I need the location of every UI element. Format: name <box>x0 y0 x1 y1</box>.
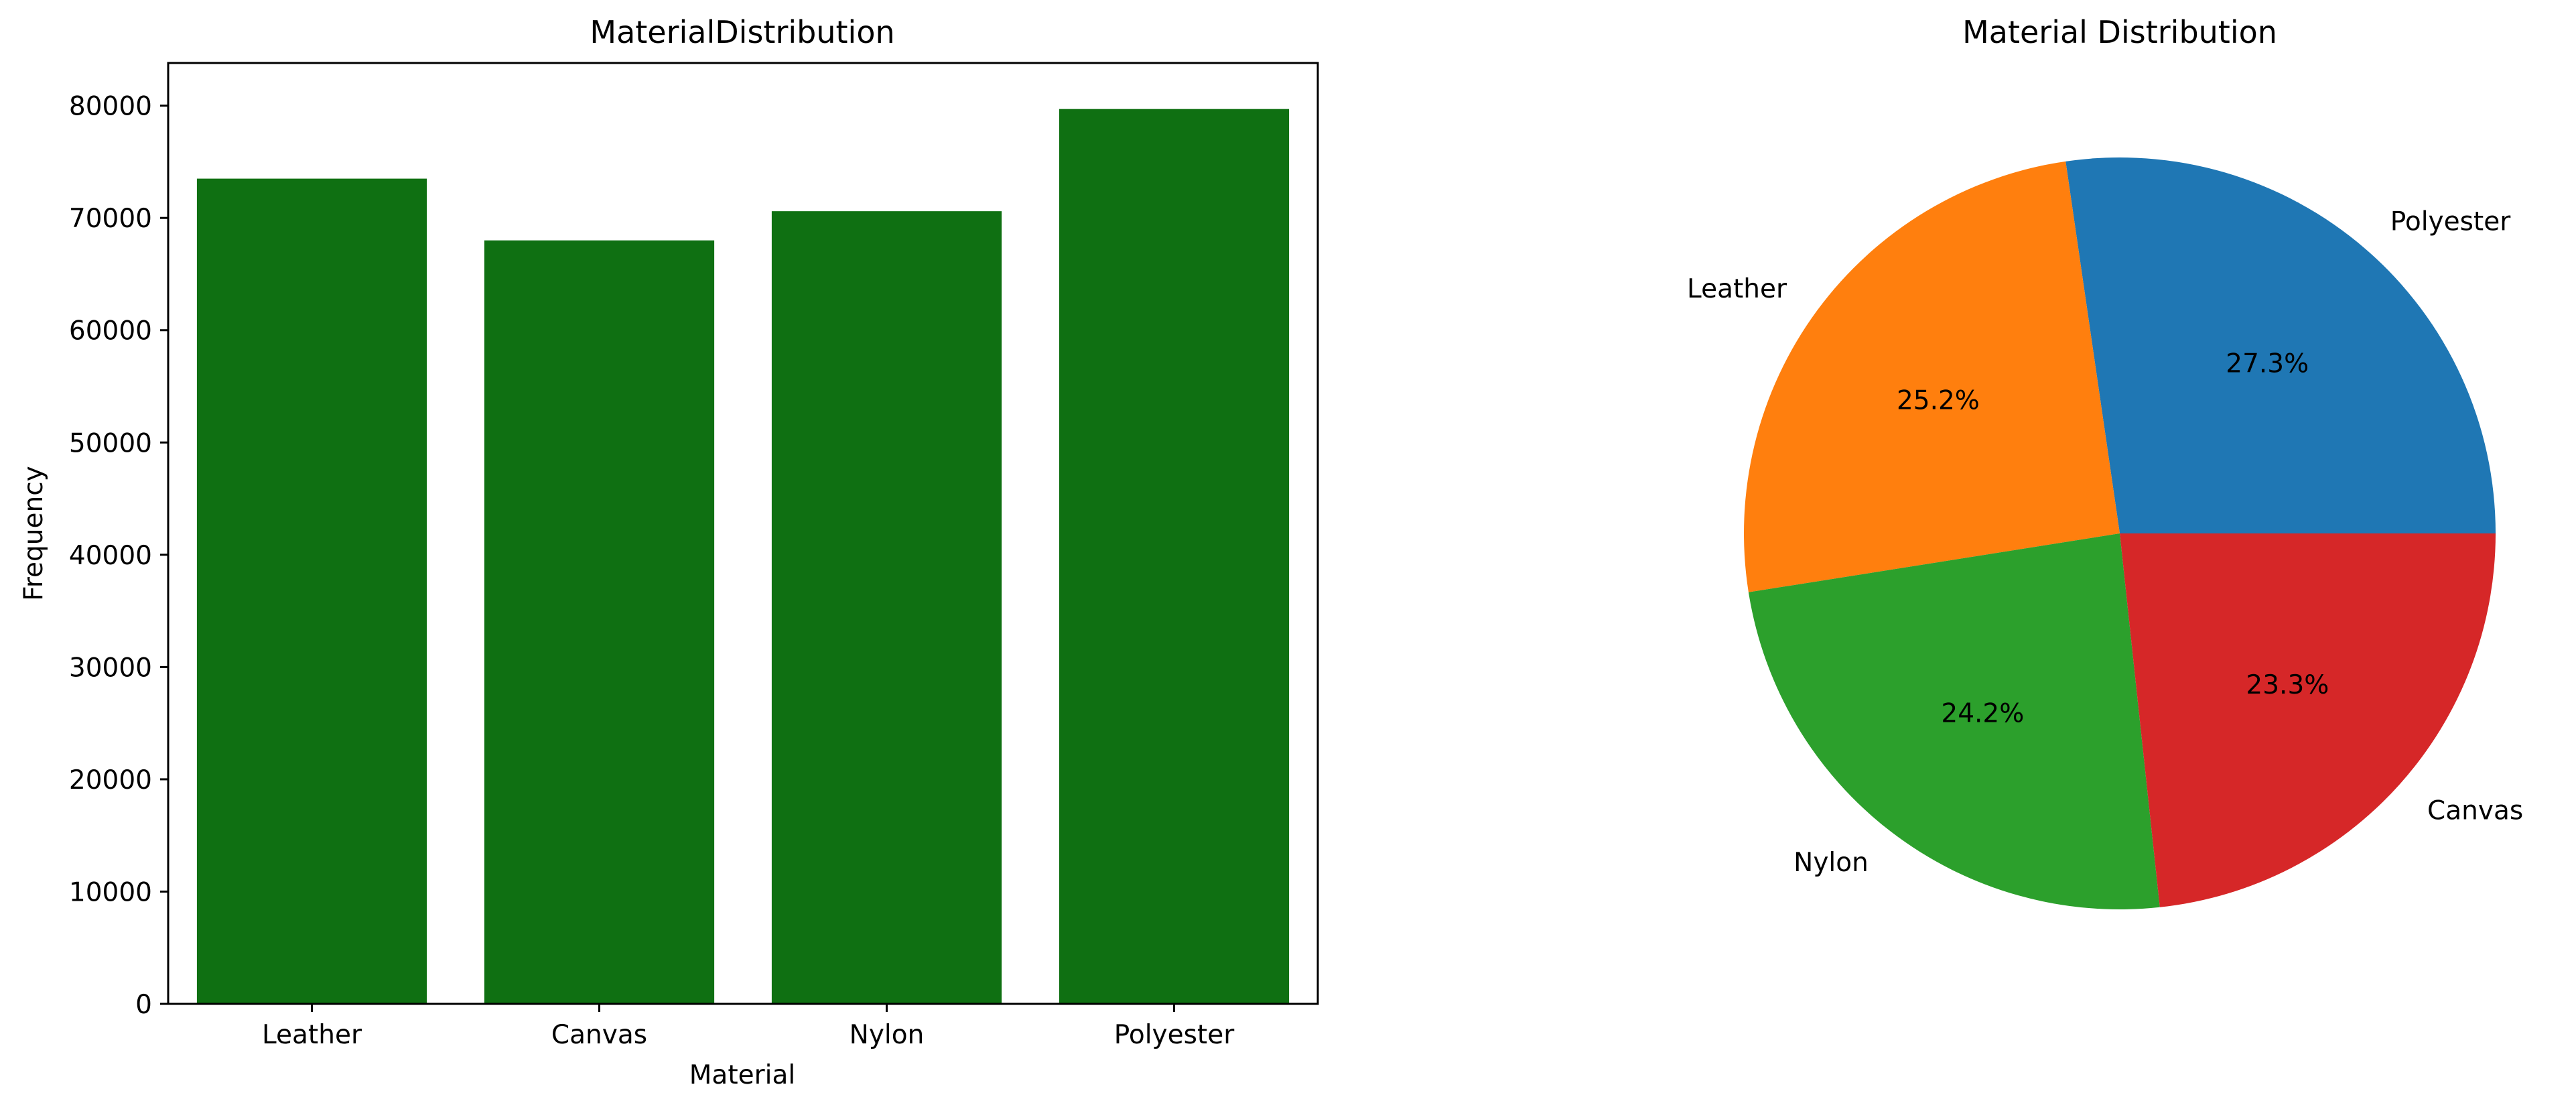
y-tick-label: 10000 <box>69 877 152 907</box>
bar-polyester <box>1059 109 1290 1004</box>
pie-pct-leather: 25.2% <box>1897 385 1980 415</box>
y-tick-label: 60000 <box>69 316 152 346</box>
bar-chart: MaterialDistribution 0 10000 20000 30000 400… <box>19 14 1319 1090</box>
x-tick-label: Leather <box>262 1020 362 1050</box>
pie-pct-polyester: 27.3% <box>2226 348 2309 379</box>
bar-chart-title: MaterialDistribution <box>590 14 894 50</box>
x-axis-label: Material <box>689 1060 795 1090</box>
pie-slices <box>1744 157 2496 909</box>
y-tick-label: 40000 <box>69 541 152 571</box>
pie-chart-title: Material Distribution <box>1962 14 2277 50</box>
y-tick-label: 0 <box>135 990 152 1020</box>
y-tick-label: 30000 <box>69 653 152 683</box>
bar-marks <box>196 109 1290 1005</box>
y-axis-ticks: 0 10000 20000 30000 40000 50000 60000 70000 8000… <box>69 92 168 1020</box>
pie-chart: Material Distribution Polyester 27.3% Leat… <box>1687 14 2523 909</box>
x-tick-label: Canvas <box>551 1020 647 1050</box>
x-axis-ticks: Leather Canvas Nylon Polyester <box>262 1004 1235 1050</box>
y-tick-label: 70000 <box>69 204 152 234</box>
pie-slice-leather <box>1744 161 2120 592</box>
bar-canvas <box>484 240 715 1004</box>
x-tick-label: Nylon <box>850 1020 925 1050</box>
pie-label-leather: Leather <box>1687 274 1787 304</box>
pie-slice-canvas <box>2120 533 2496 907</box>
pie-slice-nylon <box>1748 533 2160 909</box>
y-tick-label: 50000 <box>69 428 152 458</box>
pie-label-nylon: Nylon <box>1793 848 1869 878</box>
x-tick-label: Polyester <box>1114 1020 1235 1050</box>
pie-label-canvas: Canvas <box>2427 795 2523 826</box>
y-tick-label: 20000 <box>69 765 152 795</box>
bar-leather <box>196 178 427 1005</box>
pie-pct-canvas: 23.3% <box>2246 670 2329 700</box>
pie-labels: Polyester 27.3% Leather 25.2% Nylon 24.2% Canv… <box>1687 206 2523 878</box>
pie-label-polyester: Polyester <box>2390 206 2512 237</box>
plot-frame <box>167 62 1319 1005</box>
pie-pct-nylon: 24.2% <box>1941 698 2024 728</box>
bar-nylon <box>771 211 1002 1004</box>
y-axis-label: Frequency <box>19 466 49 600</box>
y-tick-label: 80000 <box>69 92 152 122</box>
pie-slice-polyester <box>2065 157 2496 533</box>
